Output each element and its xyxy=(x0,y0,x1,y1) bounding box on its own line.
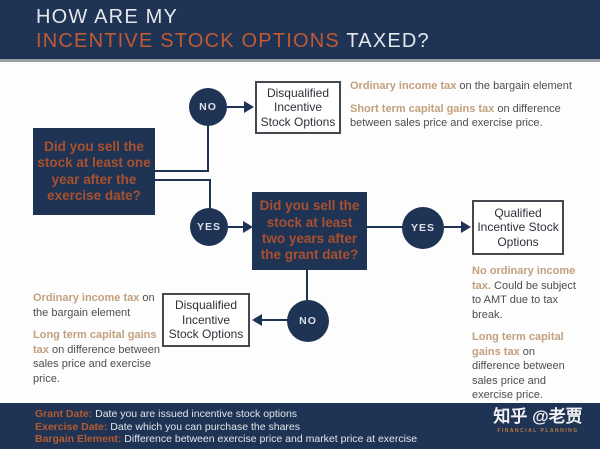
outcome-box-disqualified-top: Disqualified Incentive Stock Options xyxy=(255,81,341,134)
tax-term-highlight: No ordinary income tax. xyxy=(472,265,576,292)
tax-term-highlight: Ordinary income tax xyxy=(350,80,457,92)
annotation-paragraph: Ordinary income tax on the bargain eleme… xyxy=(33,291,163,320)
annotation-paragraph: No ordinary income tax. Could be subject… xyxy=(472,264,585,322)
header-divider xyxy=(0,59,600,62)
connector-yes1-vertical xyxy=(209,179,211,209)
footer-definitions: Grant Date: Date you are issued incentiv… xyxy=(35,408,417,446)
annotation-bottom-right: No ordinary income tax. Could be subject… xyxy=(472,264,585,411)
tax-term-detail: on difference between sales price and ex… xyxy=(33,343,161,385)
arrowhead-right-q2-icon xyxy=(243,221,253,233)
outcome-box-disqualified-bottom: Disqualified Incentive Stock Options xyxy=(162,293,250,347)
annotation-paragraph: Short term capital gains tax on differen… xyxy=(350,102,593,131)
annotation-paragraph: Long term capital gains tax on differenc… xyxy=(472,330,585,403)
connector-q2-to-yes2 xyxy=(367,226,403,228)
annotation-paragraph: Ordinary income tax on the bargain eleme… xyxy=(350,79,593,94)
page-title-highlight: INCENTIVE STOCK OPTIONS xyxy=(36,30,340,52)
decision-circle-yes-right: YES xyxy=(402,207,444,249)
arrowhead-right-disq1-icon xyxy=(244,101,254,113)
question-box-two-years: Did you sell the stock at least two year… xyxy=(252,192,367,270)
connector-yes2-to-qual xyxy=(444,226,462,228)
decision-circle-yes-mid: YES xyxy=(190,208,228,246)
definition-text: Date you are issued incentive stock opti… xyxy=(92,408,298,420)
tax-term-detail: on difference between sales price and ex… xyxy=(472,345,565,402)
definition-label: Grant Date: xyxy=(35,408,93,420)
definition-grant-date: Grant Date: Date you are issued incentiv… xyxy=(35,408,417,421)
tax-term-detail: on the bargain element xyxy=(33,292,155,319)
watermark-financial-planning-text: FINANCIAL PLANNING xyxy=(497,428,579,434)
decision-circle-no-top: NO xyxy=(189,88,227,126)
question-box-one-year: Did you sell the stock at least one year… xyxy=(33,128,155,215)
tax-term-highlight: Long term capital gains tax xyxy=(33,329,157,356)
definition-bargain-element: Bargain Element: Difference between exer… xyxy=(35,433,417,446)
connector-yes1-to-q2 xyxy=(228,226,243,228)
tax-term-detail: Could be subject to AMT due to tax break… xyxy=(472,279,576,321)
annotation-top-right: Ordinary income tax on the bargain eleme… xyxy=(350,79,593,139)
tax-term-detail: on difference between sales price and ex… xyxy=(350,102,561,130)
connector-q1-upper-rung xyxy=(155,170,209,172)
definition-exercise-date: Exercise Date: Date which you can purcha… xyxy=(35,421,417,434)
definition-label: Exercise Date: xyxy=(35,420,108,433)
footer-banner: Grant Date: Date you are issued incentiv… xyxy=(0,403,600,449)
definition-text: Difference between exercise price and ma… xyxy=(121,433,418,445)
annotation-paragraph: Long term capital gains tax on differenc… xyxy=(33,328,163,386)
definition-label: Bargain Element: xyxy=(35,433,122,445)
tax-term-highlight: Long term capital gains tax xyxy=(472,331,564,358)
connector-no1-to-disq1 xyxy=(227,106,244,108)
page-title-line1: HOW ARE MY xyxy=(36,6,179,28)
tax-term-detail: on the bargain element xyxy=(456,80,572,92)
connector-no1-vertical xyxy=(207,126,209,171)
connector-q2-to-no2 xyxy=(306,270,308,300)
page-title-rest: TAXED? xyxy=(339,30,430,52)
connector-q1-lower-rung xyxy=(155,179,211,181)
tax-term-highlight: Ordinary income tax xyxy=(33,292,140,304)
header-banner: HOW ARE MY INCENTIVE STOCK OPTIONS TAXED… xyxy=(0,0,600,59)
outcome-box-qualified: Qualified Incentive Stock Options xyxy=(472,200,564,255)
connector-no2-to-disq2 xyxy=(262,319,288,321)
definition-text: Date which you can purchase the shares xyxy=(107,420,300,433)
annotation-bottom-left: Ordinary income tax on the bargain eleme… xyxy=(33,291,163,394)
decision-circle-no-bottom: NO xyxy=(287,300,329,342)
arrowhead-right-qual-icon xyxy=(461,221,471,233)
watermark-logo: 知乎 @老贾 FINANCIAL PLANNING xyxy=(482,406,594,434)
watermark-zhihu-text: 知乎 @老贾 xyxy=(493,407,583,426)
page-title-line2: INCENTIVE STOCK OPTIONS TAXED? xyxy=(36,30,430,53)
tax-term-highlight: Short term capital gains tax xyxy=(350,102,495,115)
arrowhead-left-disq2-icon xyxy=(252,314,262,326)
